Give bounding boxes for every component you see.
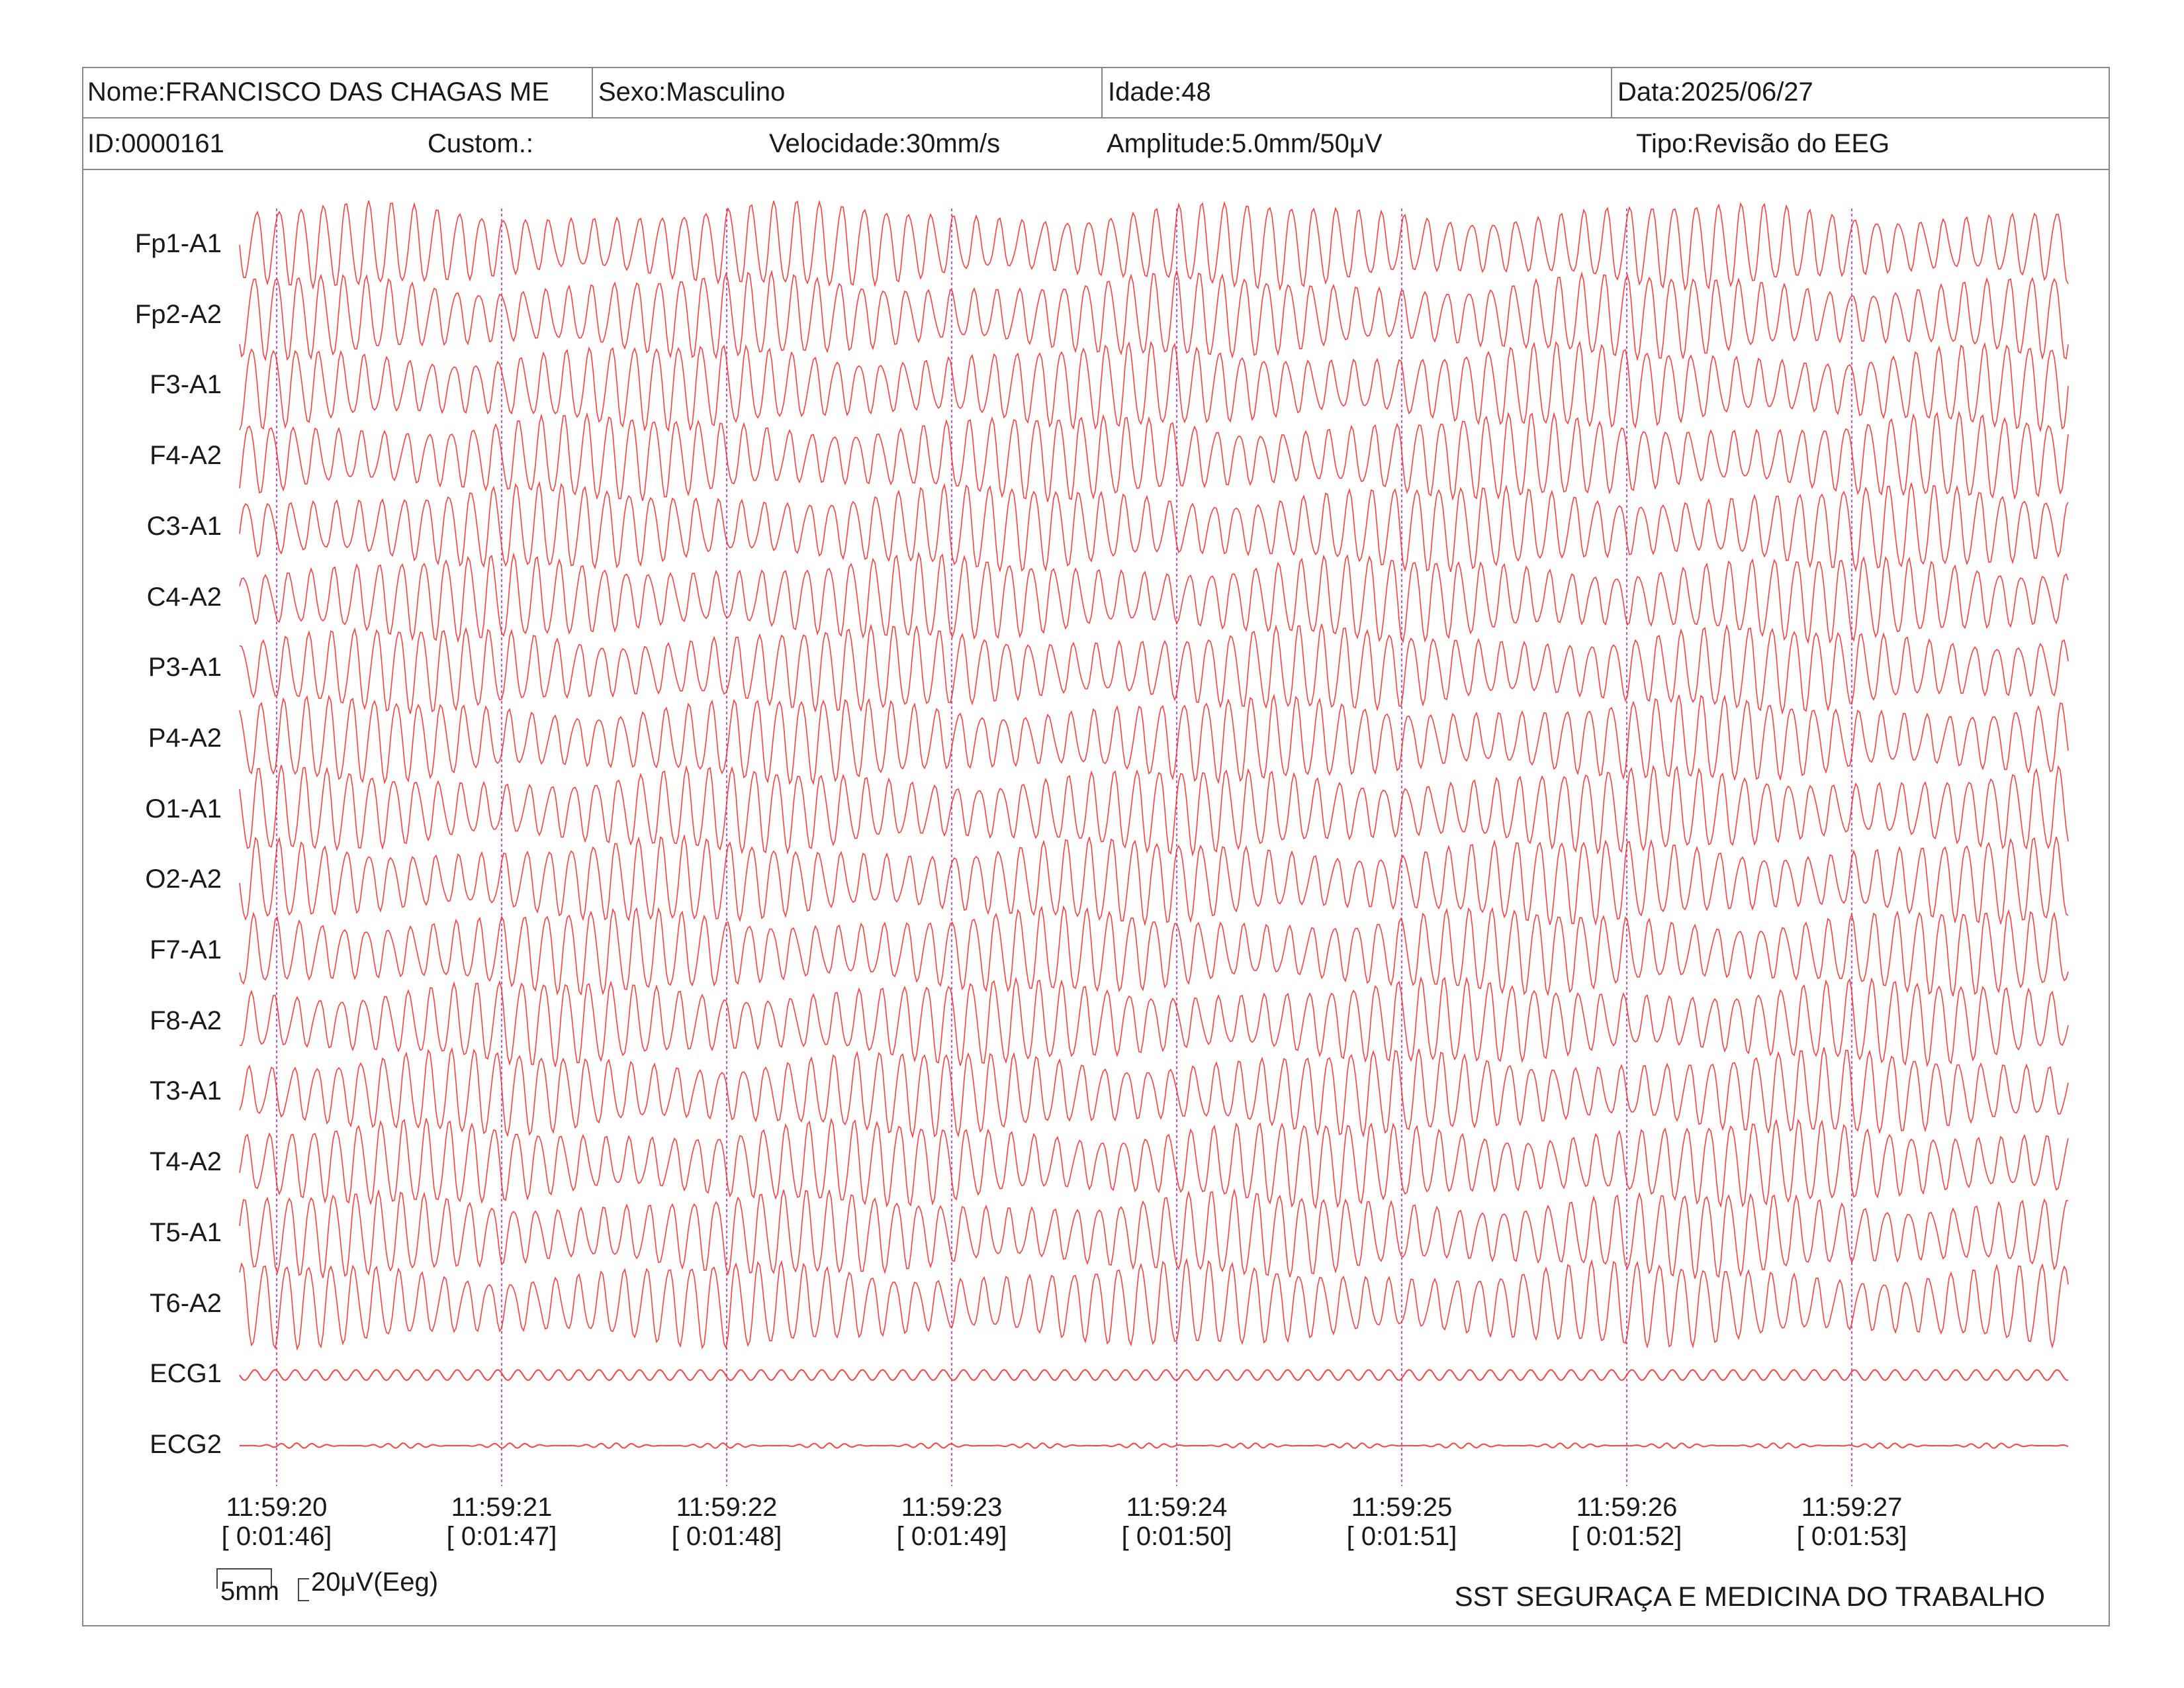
time-mark-clock: 11:59:27 [1801,1493,1903,1522]
channel-label: ECG2 [150,1429,222,1459]
time-mark-label: 11:59:20[ 0:01:46] [177,1493,376,1551]
channel-label: Fp1-A1 [134,229,222,258]
time-mark-elapsed: [ 0:01:46] [221,1522,332,1551]
trace-p4-a2 [239,693,2069,786]
time-mark-clock: 11:59:20 [226,1493,328,1522]
time-scale-label: 5mm [220,1577,279,1606]
time-mark-elapsed: [ 0:01:47] [446,1522,557,1551]
time-mark-elapsed: [ 0:01:53] [1796,1522,1907,1551]
time-mark-clock: 11:59:22 [676,1493,778,1522]
patient-id: ID:0000161 [87,129,224,158]
trace-f3-a1 [239,340,2069,433]
amplitude-scale-label: 20μV(Eeg) [311,1568,439,1597]
report-frame [82,67,2110,1626]
channel-label: O2-A2 [145,865,222,894]
header-row-recording: ID:0000161 Custom.: Velocidade:30mm/s Am… [82,118,2110,170]
channel-label: C3-A1 [146,511,222,541]
patient-age: Idade:48 [1101,67,1611,117]
trace-f7-a1 [239,905,2069,997]
channel-label: T4-A2 [150,1147,222,1177]
trace-o1-a1 [239,765,2069,857]
time-mark-label: 11:59:22[ 0:01:48] [627,1493,826,1551]
time-mark-clock: 11:59:25 [1351,1493,1453,1522]
time-mark-label: 11:59:27[ 0:01:53] [1752,1493,1951,1551]
trace-o2-a2 [239,833,2069,927]
channel-label: T5-A1 [150,1217,222,1247]
time-mark-label: 11:59:25[ 0:01:51] [1302,1493,1501,1551]
time-mark-label: 11:59:23[ 0:01:49] [852,1493,1051,1551]
trace-f8-a2 [239,976,2069,1068]
trace-c3-a1 [239,481,2069,573]
trace-p3-a1 [239,624,2069,715]
channel-label: F3-A1 [150,370,222,400]
channel-label: O1-A1 [145,794,222,823]
time-mark-elapsed: [ 0:01:52] [1571,1522,1682,1551]
channel-label: T6-A2 [150,1288,222,1318]
time-marker-lines [276,209,1852,1486]
header-row-patient: Nome:FRANCISCO DAS CHAGAS ME Sexo:Mascul… [82,67,2110,118]
trace-t3-a1 [239,1047,2069,1139]
time-mark-label: 11:59:26[ 0:01:52] [1527,1493,1726,1551]
time-mark-clock: 11:59:24 [1126,1493,1228,1522]
trace-f4-a2 [239,410,2069,502]
channel-label: F8-A2 [150,1006,222,1035]
time-mark-elapsed: [ 0:01:48] [671,1522,782,1551]
channel-label: Fp2-A2 [134,299,222,329]
custom-field: Custom.: [428,129,534,158]
trace-ecg1 [239,1369,2069,1382]
trace-t5-a1 [239,1188,2069,1279]
time-mark-elapsed: [ 0:01:49] [896,1522,1007,1551]
time-mark-elapsed: [ 0:01:50] [1121,1522,1232,1551]
time-mark-label: 11:59:21[ 0:01:47] [402,1493,601,1551]
speed-setting: Velocidade:30mm/s [769,129,1001,158]
exam-date: Data:2025/06/27 [1611,67,2109,117]
trace-fp1-a1 [239,199,2069,291]
time-mark-label: 11:59:24[ 0:01:50] [1077,1493,1276,1551]
trace-t4-a2 [239,1117,2069,1209]
time-scale-bracket [216,1568,272,1589]
clinic-name: SST SEGURAÇA E MEDICINA DO TRABALHO [1454,1581,2045,1612]
channel-label: C4-A2 [146,582,222,612]
patient-sex: Sexo:Masculino [592,67,1101,117]
amplitude-scale-bracket [298,1578,309,1601]
amplitude-setting: Amplitude:5.0mm/50μV [1107,129,1383,158]
time-mark-clock: 11:59:23 [901,1493,1003,1522]
time-mark-elapsed: [ 0:01:51] [1346,1522,1457,1551]
trace-t6-a2 [239,1257,2069,1351]
time-mark-clock: 11:59:26 [1576,1493,1678,1522]
exam-type: Tipo:Revisão do EEG [1636,129,1890,158]
channel-label: T3-A1 [150,1076,222,1106]
channel-label: ECG1 [150,1359,222,1389]
channel-label: P4-A2 [148,723,222,753]
patient-name: Nome:FRANCISCO DAS CHAGAS ME [87,77,549,107]
channel-label: P3-A1 [148,653,222,682]
trace-c4-a2 [239,551,2069,645]
time-mark-clock: 11:59:21 [451,1493,553,1522]
channel-label: F7-A1 [150,935,222,964]
trace-ecg2 [240,1442,2069,1449]
trace-fp2-a2 [239,269,2069,362]
channel-label: F4-A2 [150,441,222,471]
